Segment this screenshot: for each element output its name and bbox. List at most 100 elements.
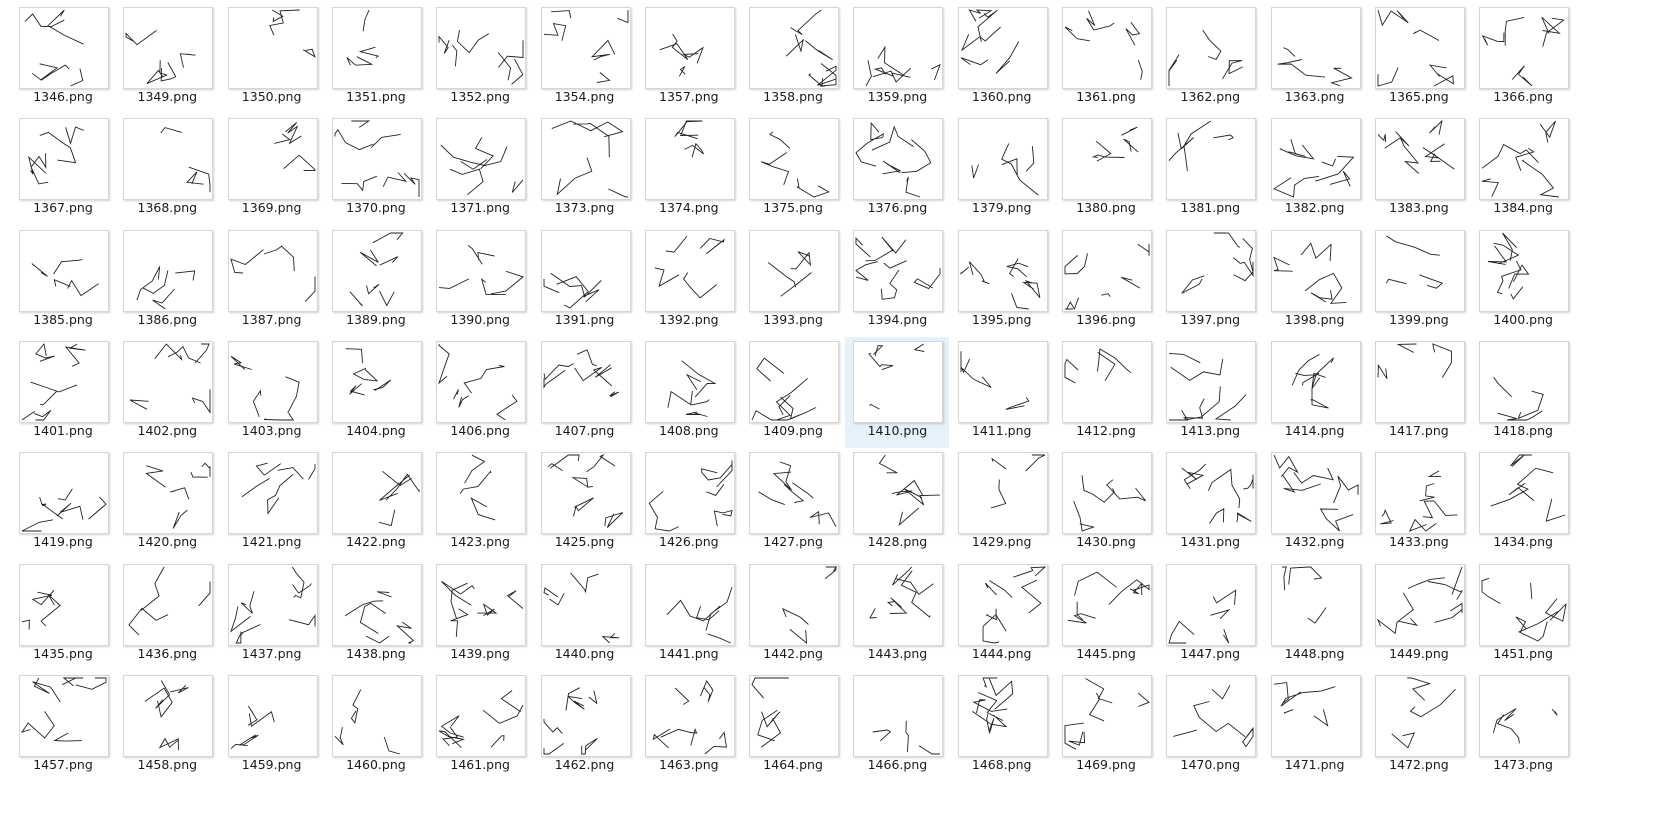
file-item[interactable]: 1374.png bbox=[637, 114, 741, 225]
file-item[interactable]: 1391.png bbox=[533, 226, 637, 337]
file-item[interactable]: 1419.png bbox=[11, 448, 115, 559]
file-item[interactable]: 1367.png bbox=[11, 114, 115, 225]
file-item[interactable]: 1400.png bbox=[1471, 226, 1575, 337]
file-item[interactable]: 1360.png bbox=[950, 3, 1054, 114]
file-item[interactable]: 1462.png bbox=[533, 671, 637, 782]
file-item[interactable]: 1441.png bbox=[637, 560, 741, 671]
file-item[interactable]: 1420.png bbox=[115, 448, 219, 559]
file-item[interactable]: 1469.png bbox=[1054, 671, 1158, 782]
file-item[interactable]: 1449.png bbox=[1367, 560, 1471, 671]
file-item[interactable]: 1403.png bbox=[220, 337, 324, 448]
file-item[interactable]: 1390.png bbox=[428, 226, 532, 337]
file-item[interactable]: 1392.png bbox=[637, 226, 741, 337]
file-item[interactable]: 1402.png bbox=[115, 337, 219, 448]
file-item[interactable]: 1421.png bbox=[220, 448, 324, 559]
file-item[interactable]: 1375.png bbox=[741, 114, 845, 225]
file-item[interactable]: 1406.png bbox=[428, 337, 532, 448]
file-item[interactable]: 1425.png bbox=[533, 448, 637, 559]
file-item[interactable]: 1437.png bbox=[220, 560, 324, 671]
file-item[interactable]: 1458.png bbox=[115, 671, 219, 782]
file-item[interactable]: 1373.png bbox=[533, 114, 637, 225]
file-item[interactable]: 1464.png bbox=[741, 671, 845, 782]
file-item[interactable]: 1440.png bbox=[533, 560, 637, 671]
file-item[interactable]: 1430.png bbox=[1054, 448, 1158, 559]
file-item[interactable]: 1434.png bbox=[1471, 448, 1575, 559]
file-item[interactable]: 1354.png bbox=[533, 3, 637, 114]
file-item[interactable]: 1413.png bbox=[1158, 337, 1262, 448]
file-item[interactable]: 1439.png bbox=[428, 560, 532, 671]
file-item[interactable]: 1379.png bbox=[950, 114, 1054, 225]
file-item[interactable]: 1371.png bbox=[428, 114, 532, 225]
file-item[interactable]: 1463.png bbox=[637, 671, 741, 782]
file-item[interactable]: 1349.png bbox=[115, 3, 219, 114]
file-item[interactable]: 1361.png bbox=[1054, 3, 1158, 114]
file-item[interactable]: 1384.png bbox=[1471, 114, 1575, 225]
file-item[interactable]: 1473.png bbox=[1471, 671, 1575, 782]
file-item[interactable]: 1368.png bbox=[115, 114, 219, 225]
file-item[interactable]: 1447.png bbox=[1158, 560, 1262, 671]
file-item[interactable]: 1363.png bbox=[1263, 3, 1367, 114]
file-item[interactable]: 1376.png bbox=[845, 114, 949, 225]
file-item[interactable]: 1359.png bbox=[845, 3, 949, 114]
file-item[interactable]: 1448.png bbox=[1263, 560, 1367, 671]
file-item[interactable]: 1435.png bbox=[11, 560, 115, 671]
file-item[interactable]: 1432.png bbox=[1263, 448, 1367, 559]
file-item[interactable]: 1370.png bbox=[324, 114, 428, 225]
file-item[interactable]: 1417.png bbox=[1367, 337, 1471, 448]
file-item[interactable]: 1429.png bbox=[950, 448, 1054, 559]
file-item[interactable]: 1431.png bbox=[1158, 448, 1262, 559]
file-item[interactable]: 1460.png bbox=[324, 671, 428, 782]
file-item[interactable]: 1381.png bbox=[1158, 114, 1262, 225]
file-item[interactable]: 1357.png bbox=[637, 3, 741, 114]
file-item[interactable]: 1407.png bbox=[533, 337, 637, 448]
file-item[interactable]: 1445.png bbox=[1054, 560, 1158, 671]
file-item[interactable]: 1468.png bbox=[950, 671, 1054, 782]
file-item[interactable]: 1461.png bbox=[428, 671, 532, 782]
file-item[interactable]: 1386.png bbox=[115, 226, 219, 337]
file-item[interactable]: 1358.png bbox=[741, 3, 845, 114]
file-item[interactable]: 1369.png bbox=[220, 114, 324, 225]
file-item[interactable]: 1426.png bbox=[637, 448, 741, 559]
file-item[interactable]: 1362.png bbox=[1158, 3, 1262, 114]
file-item[interactable]: 1394.png bbox=[845, 226, 949, 337]
file-item[interactable]: 1366.png bbox=[1471, 3, 1575, 114]
file-item[interactable]: 1472.png bbox=[1367, 671, 1471, 782]
file-item[interactable]: 1411.png bbox=[950, 337, 1054, 448]
file-item[interactable]: 1459.png bbox=[220, 671, 324, 782]
file-item[interactable]: 1397.png bbox=[1158, 226, 1262, 337]
file-item[interactable]: 1471.png bbox=[1263, 671, 1367, 782]
file-item[interactable]: 1401.png bbox=[11, 337, 115, 448]
file-item[interactable]: 1451.png bbox=[1471, 560, 1575, 671]
file-item[interactable]: 1442.png bbox=[741, 560, 845, 671]
file-item[interactable]: 1399.png bbox=[1367, 226, 1471, 337]
file-item[interactable]: 1382.png bbox=[1263, 114, 1367, 225]
file-item[interactable]: 1395.png bbox=[950, 226, 1054, 337]
file-item[interactable]: 1470.png bbox=[1158, 671, 1262, 782]
file-item[interactable]: 1418.png bbox=[1471, 337, 1575, 448]
file-item[interactable]: 1385.png bbox=[11, 226, 115, 337]
file-item[interactable]: 1433.png bbox=[1367, 448, 1471, 559]
file-item[interactable]: 1408.png bbox=[637, 337, 741, 448]
file-item[interactable]: 1396.png bbox=[1054, 226, 1158, 337]
file-item[interactable]: 1436.png bbox=[115, 560, 219, 671]
file-item[interactable]: 1428.png bbox=[845, 448, 949, 559]
file-item[interactable]: 1389.png bbox=[324, 226, 428, 337]
file-item[interactable]: 1387.png bbox=[220, 226, 324, 337]
file-item[interactable]: 1380.png bbox=[1054, 114, 1158, 225]
file-item[interactable]: 1365.png bbox=[1367, 3, 1471, 114]
file-item[interactable]: 1409.png bbox=[741, 337, 845, 448]
file-item[interactable]: 1422.png bbox=[324, 448, 428, 559]
file-item[interactable]: 1443.png bbox=[845, 560, 949, 671]
file-item[interactable]: 1410.png bbox=[845, 336, 950, 448]
file-item[interactable]: 1438.png bbox=[324, 560, 428, 671]
file-item[interactable]: 1393.png bbox=[741, 226, 845, 337]
file-item[interactable]: 1412.png bbox=[1054, 337, 1158, 448]
file-item[interactable]: 1352.png bbox=[428, 3, 532, 114]
file-item[interactable]: 1351.png bbox=[324, 3, 428, 114]
file-item[interactable]: 1427.png bbox=[741, 448, 845, 559]
file-item[interactable]: 1414.png bbox=[1263, 337, 1367, 448]
file-item[interactable]: 1404.png bbox=[324, 337, 428, 448]
file-item[interactable]: 1383.png bbox=[1367, 114, 1471, 225]
file-item[interactable]: 1346.png bbox=[11, 3, 115, 114]
file-item[interactable]: 1350.png bbox=[220, 3, 324, 114]
